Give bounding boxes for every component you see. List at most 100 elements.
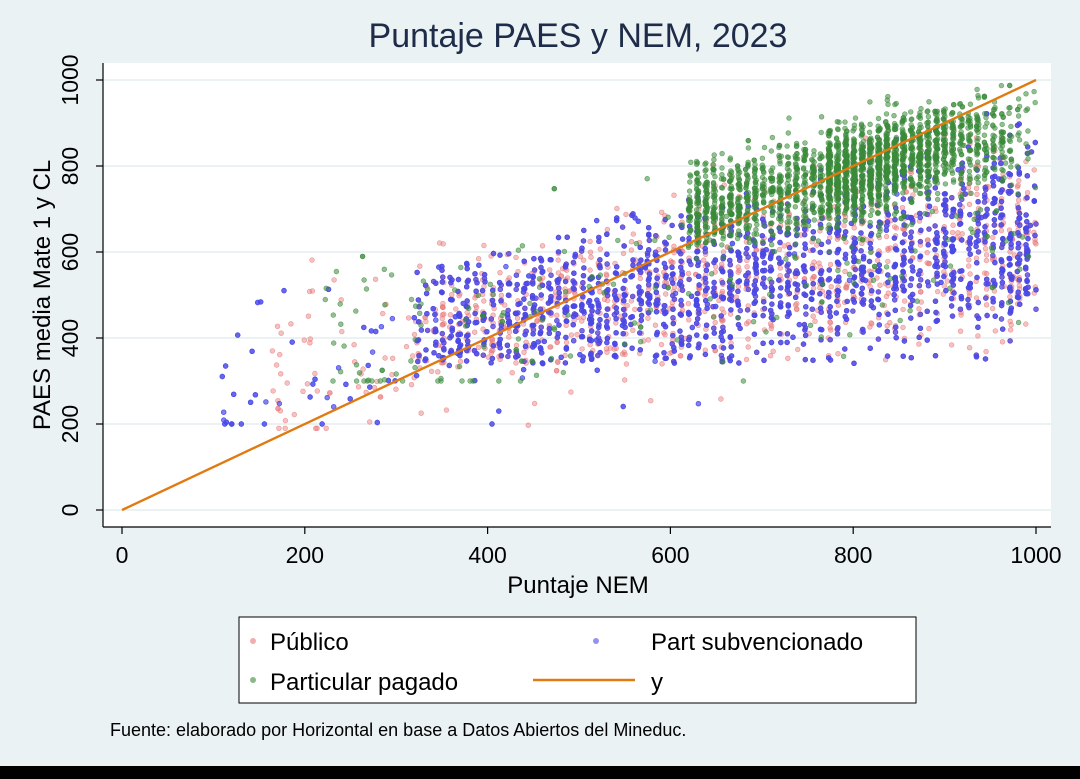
- scatter-point: [276, 425, 282, 431]
- scatter-point: [360, 366, 366, 372]
- scatter-point: [661, 330, 667, 336]
- scatter-point: [794, 346, 801, 353]
- scatter-point: [966, 201, 973, 208]
- scatter-point: [916, 306, 922, 312]
- scatter-point: [685, 270, 692, 277]
- scatter-point: [531, 400, 538, 407]
- scatter-point: [403, 343, 410, 350]
- scatter-point: [868, 321, 875, 327]
- scatter-point: [377, 394, 384, 400]
- scatter-point: [534, 318, 540, 325]
- scatter-point: [623, 211, 629, 218]
- scatter-point: [959, 231, 965, 237]
- scatter-point: [999, 339, 1006, 345]
- scatter-point: [948, 342, 955, 348]
- scatter-point: [300, 388, 306, 394]
- scatter-point: [568, 332, 575, 338]
- scatter-point: [603, 272, 610, 279]
- scatter-point: [973, 255, 980, 261]
- scatter-point: [1031, 167, 1037, 173]
- scatter-point: [274, 323, 281, 329]
- scatter-point: [547, 344, 553, 350]
- scatter-point: [440, 322, 446, 328]
- scatter-point: [934, 288, 941, 295]
- scatter-point: [916, 341, 922, 347]
- scatter-point: [417, 263, 423, 269]
- scatter-point: [513, 254, 519, 261]
- scatter-point: [983, 286, 990, 292]
- scatter-point: [842, 268, 848, 275]
- scatter-point: [827, 261, 834, 268]
- scatter-point: [436, 240, 443, 246]
- scatter-point: [973, 185, 980, 192]
- scatter-point: [504, 251, 510, 258]
- scatter-point: [974, 191, 980, 198]
- scatter-points: [219, 82, 1039, 431]
- scatter-point: [973, 295, 980, 301]
- scatter-point: [900, 324, 906, 331]
- scatter-point: [514, 315, 521, 321]
- scatter-point: [304, 381, 311, 387]
- scatter-point: [277, 351, 283, 358]
- scatter-point: [475, 344, 482, 350]
- scatter-point: [621, 377, 628, 383]
- scatter-point: [597, 289, 603, 295]
- scatter-point: [632, 306, 638, 313]
- scatter-point: [967, 271, 973, 277]
- scatter-point: [553, 368, 560, 374]
- scatter-point: [449, 292, 455, 298]
- scatter-point: [291, 411, 297, 418]
- scatter-point: [668, 258, 674, 264]
- scatter-point: [490, 347, 496, 353]
- scatter-point: [700, 257, 707, 263]
- scatter-point: [975, 333, 981, 339]
- scatter-point: [579, 346, 585, 352]
- scatter-point: [966, 257, 972, 263]
- scatter-point: [828, 284, 834, 290]
- scatter-point: [443, 407, 450, 413]
- scatter-point: [380, 310, 386, 317]
- scatter-point: [355, 384, 362, 390]
- scatter-point: [720, 249, 727, 255]
- scatter-point: [810, 313, 816, 319]
- scatter-point: [812, 318, 818, 324]
- scatter-point: [1015, 197, 1022, 203]
- scatter-point: [555, 257, 561, 263]
- scatter-point: [924, 249, 930, 256]
- scatter-point: [745, 336, 751, 342]
- scatter-point: [816, 260, 822, 266]
- scatter-point: [580, 257, 587, 263]
- scatter-point: [314, 388, 320, 394]
- scatter-point: [428, 368, 435, 374]
- scatter-point: [768, 325, 774, 332]
- scatter-point: [563, 339, 570, 346]
- scatter-point: [924, 237, 931, 243]
- scatter-point: [957, 328, 964, 334]
- scatter-point: [950, 295, 957, 302]
- scatter-point: [539, 243, 546, 249]
- scatter-point: [918, 289, 924, 295]
- scatter-point: [628, 239, 635, 245]
- scatter-point: [620, 250, 627, 257]
- scatter-point: [827, 327, 834, 333]
- scatter-point: [554, 359, 561, 366]
- scatter-point: [313, 425, 319, 431]
- scatter-point: [1016, 177, 1022, 184]
- scatter-point: [685, 300, 692, 307]
- scatter-point: [624, 302, 630, 309]
- scatter-point: [506, 275, 512, 281]
- scatter-point: [453, 306, 459, 312]
- scatter-point: [270, 388, 276, 394]
- scatter-point: [309, 288, 316, 294]
- scatter-point: [481, 242, 487, 249]
- scatter-point: [794, 300, 800, 307]
- scatter-point: [331, 277, 337, 283]
- scatter-point: [712, 319, 718, 326]
- scatter-point: [1014, 184, 1021, 190]
- scatter-point: [966, 345, 973, 351]
- scatter-point: [958, 312, 964, 318]
- scatter-point: [686, 317, 692, 323]
- scatter-point: [447, 312, 454, 318]
- scatter-point: [944, 278, 950, 284]
